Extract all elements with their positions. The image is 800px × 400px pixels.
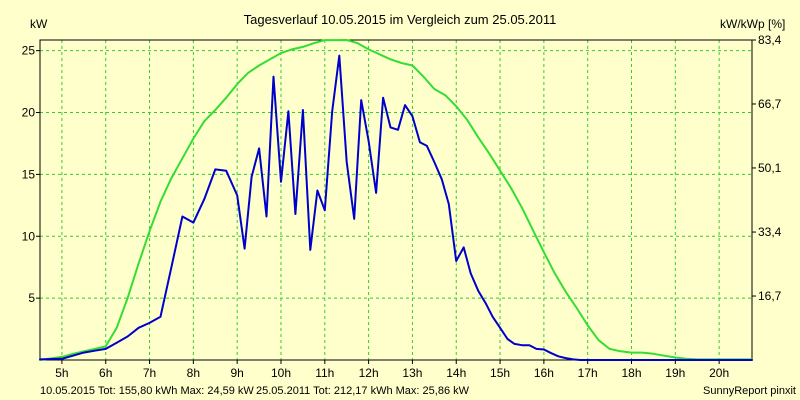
x-tick-label: 10h — [271, 366, 291, 380]
y-tick-label: 20 — [22, 106, 36, 120]
x-tick-label: 18h — [621, 366, 641, 380]
footer-summary-2011: 25.05.2011 Tot: 212,17 kWh Max: 25,86 kW — [256, 385, 470, 397]
y2-tick-label: 33,4 — [758, 225, 782, 239]
x-tick-label: 14h — [446, 366, 466, 380]
y-tick-label: 10 — [22, 229, 36, 243]
x-tick-label: 11h — [315, 366, 334, 380]
series-line-25.05.2011 — [39, 39, 753, 361]
chart-title: Tagesverlauf 10.05.2015 im Vergleich zum… — [244, 12, 557, 27]
grid — [40, 40, 752, 360]
y-axis-left: 5 10 15 20 25 — [22, 44, 40, 305]
plot-area — [39, 39, 753, 361]
y-axis-label-right: kW/kWp [%] — [720, 17, 785, 31]
series-line-10.05.2015 — [39, 54, 753, 361]
y-tick-label: 5 — [28, 291, 35, 305]
y2-tick-label: 50,1 — [758, 161, 782, 175]
x-tick-label: 19h — [665, 366, 685, 380]
y2-tick-label: 66,7 — [758, 97, 782, 111]
x-tick-label: 16h — [534, 366, 554, 380]
x-tick-label: 17h — [578, 366, 598, 380]
x-tick-label: 15h — [490, 366, 510, 380]
y2-tick-label: 83,4 — [758, 33, 782, 47]
x-axis: 5h 6h 7h 8h 9h 10h 11h 12h 13h 14h 15h 16h 17h 18h 19h… — [55, 360, 729, 380]
y2-tick-label: 16,7 — [758, 289, 782, 303]
x-tick-label: 9h — [230, 366, 243, 380]
footer-credit: SunnyReport pinxit — [703, 385, 796, 397]
x-tick-label: 5h — [55, 366, 68, 380]
x-tick-label: 8h — [187, 366, 200, 380]
x-tick-label: 12h — [359, 366, 379, 380]
y-axis-label-left: kW — [30, 17, 48, 31]
series-layer — [39, 39, 753, 361]
y-tick-label: 15 — [22, 167, 36, 181]
x-tick-label: 7h — [143, 366, 156, 380]
y-axis-right: 16,7 33,4 50,1 66,7 83,4 — [752, 33, 782, 303]
y-tick-label: 25 — [22, 44, 36, 58]
x-tick-label: 13h — [402, 366, 422, 380]
footer-summary-2015: 10.05.2015 Tot: 155,80 kWh Max: 24,59 kW — [40, 385, 254, 397]
x-tick-label: 6h — [99, 366, 112, 380]
x-tick-label: 20h — [709, 366, 729, 380]
